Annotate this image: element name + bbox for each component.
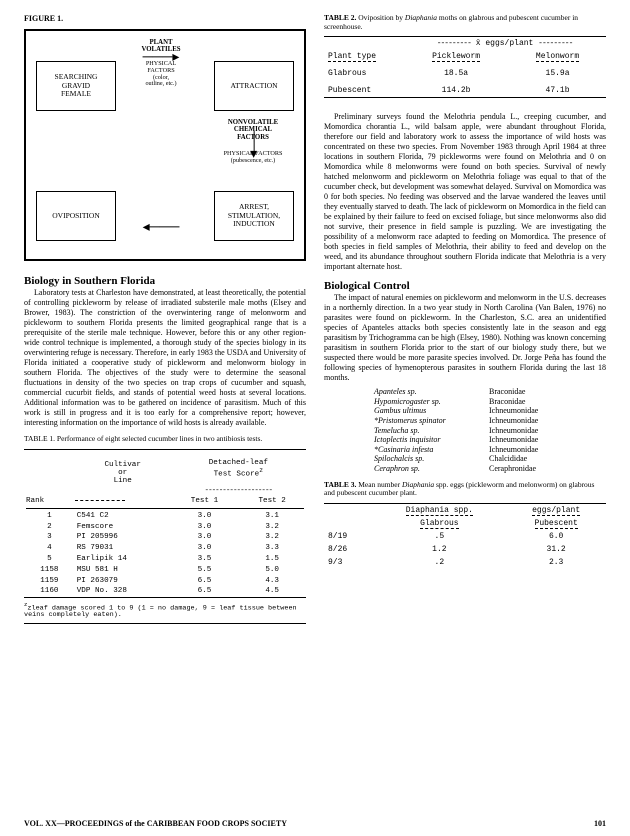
section2-body: The impact of natural enemies on picklew… [324,293,606,383]
table3: Diaphania spp. eggs/plant Glabrous Pubes… [324,504,606,569]
box-attraction: ATTRACTION [214,61,294,111]
figure1-label: FIGURE 1. [24,14,306,23]
prelim-body: Preliminary surveys found the Melothria … [324,112,606,272]
box-arrest: ARREST, STIMULATION, INDUCTION [214,191,294,241]
box-searching: SEARCHING GRAVID FEMALE [36,61,116,111]
table2-caption: TABLE 2. TABLE 2. Oviposition by Diaphan… [324,14,606,31]
arrow-right: NONVOLATILE CHEMICAL FACTORS ──▸ PHYSICA… [208,119,298,165]
footer-left: VOL. XX—PROCEEDINGS of the CARIBBEAN FOO… [24,819,287,828]
arrow-top: PLANT VOLATILES ───▸ PHYSICAL FACTORS (c… [121,39,201,88]
section2-title: Biological Control [324,280,606,292]
table1-caption: TABLE 1. Performance of eight selected c… [24,435,306,444]
box-oviposition: OVIPOSITION [36,191,116,241]
footer-right: 101 [594,819,606,828]
figure1-diagram: SEARCHING GRAVID FEMALE ATTRACTION OVIPO… [24,29,306,261]
page-footer: VOL. XX—PROCEEDINGS of the CARIBBEAN FOO… [24,819,606,828]
table1: Cultivar or Line Detached-leaf Test Scor… [24,450,306,597]
section1-body: Laboratory tests at Charleston have demo… [24,288,306,428]
section1-title: Biology in Southern Florida [24,275,306,287]
table3-caption: TABLE 3. Mean number Diaphania spp. eggs… [324,481,606,498]
table2: Plant type --------- x̄ eggs/plant -----… [324,37,606,97]
species-list: Apanteles sp.BraconidaeHypomicrogaster s… [374,387,606,473]
table1-footnote: zzleaf damage scored 1 to 9 (1 = no dama… [24,602,306,620]
arrow-bottom: ◂─── [121,224,201,231]
